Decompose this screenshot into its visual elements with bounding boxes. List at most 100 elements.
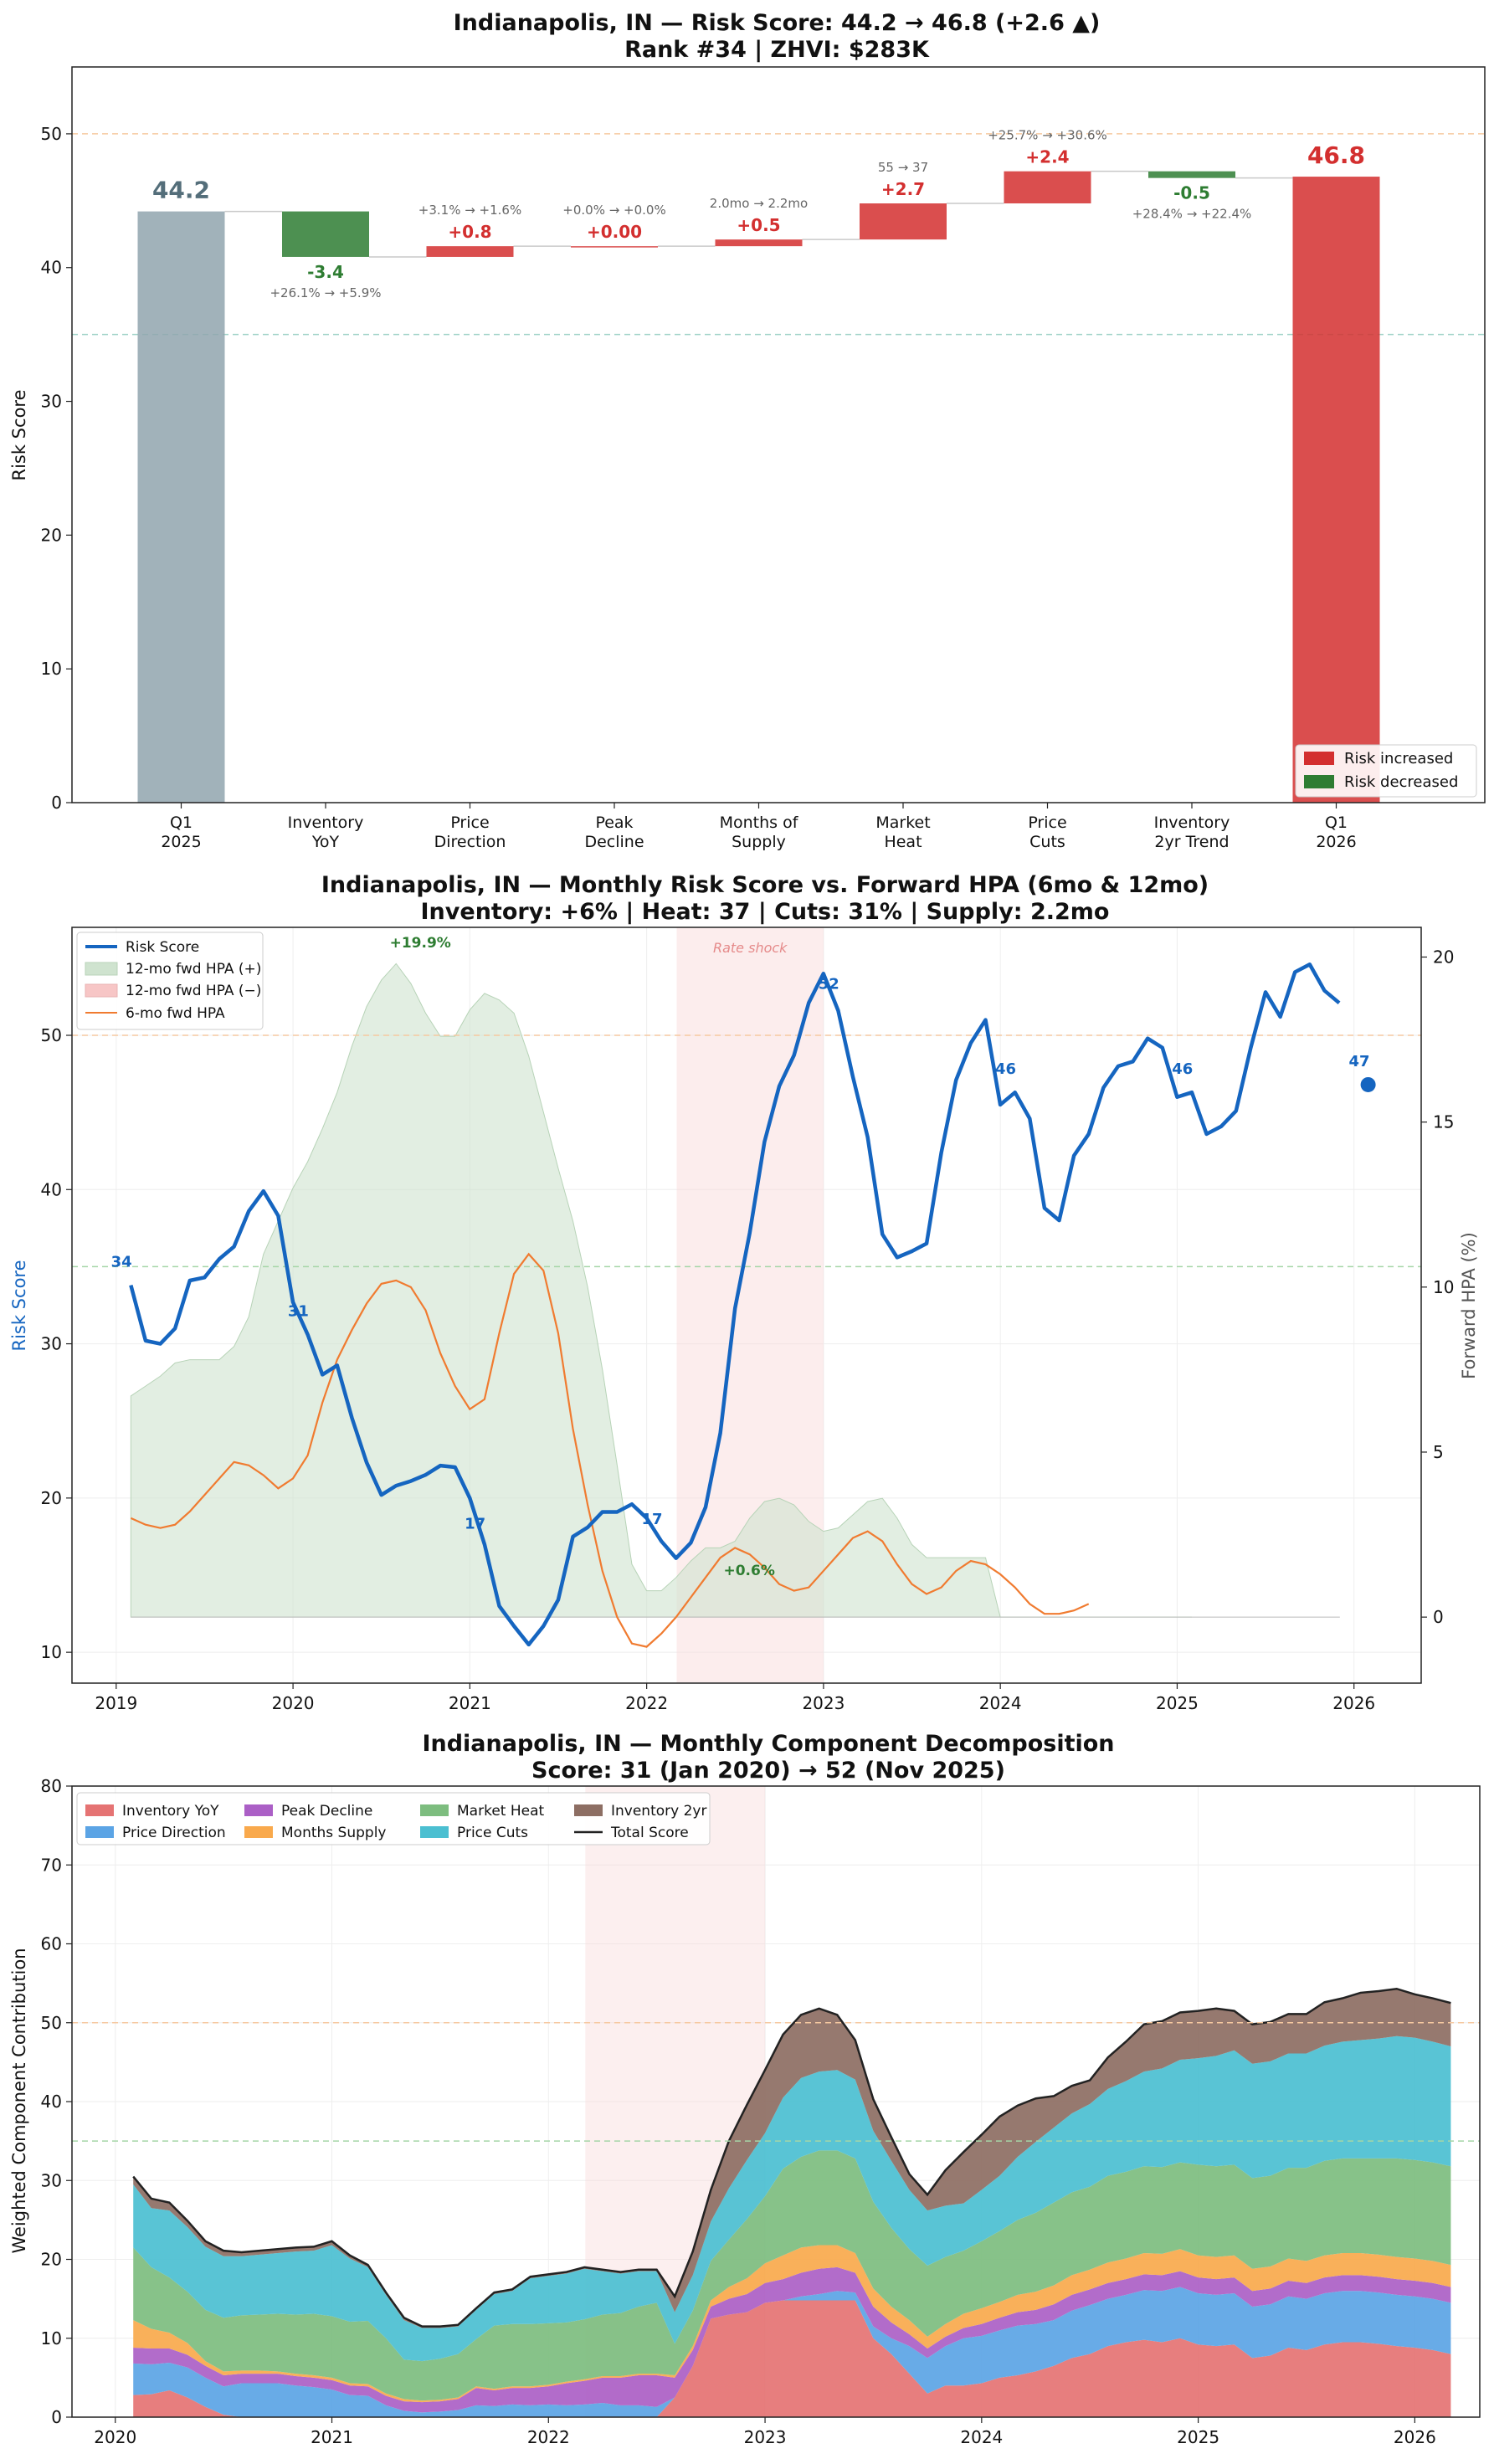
risk-hpa-legend-box <box>76 932 264 1030</box>
x-tick-label: 2021 <box>449 1693 491 1713</box>
x-tick-label: Peak <box>595 814 633 832</box>
risk-point-label: 46 <box>1172 1060 1193 1078</box>
y2-tick-label: 10 <box>1433 1277 1454 1297</box>
area-price-cuts <box>133 2035 1451 2362</box>
risk-hpa-ylabel: Risk Score <box>9 1260 29 1351</box>
y-tick-label: 70 <box>41 1855 62 1875</box>
x-tick-label: Heat <box>884 833 922 851</box>
waterfall-axes-frame <box>71 66 1486 803</box>
x-tick-label: Decline <box>584 833 644 851</box>
waterfall-subtitle: Rank #34 | ZHVI: $283K <box>624 37 930 63</box>
waterfall-detail-label: +25.7% → +30.6% <box>988 128 1107 143</box>
waterfall-delta-label: -3.4 <box>307 262 344 282</box>
x-tick-label: Market <box>875 814 930 832</box>
legend-swatch-hpa12-pos <box>85 962 118 976</box>
waterfall-delta-label: -0.5 <box>1173 183 1210 203</box>
x-tick-label: 2026 <box>1332 1693 1375 1713</box>
legend-swatch <box>244 1804 273 1816</box>
area-inventory-yoy <box>133 2300 1451 2417</box>
area-inventory-2yr <box>133 1989 1451 2328</box>
area-price-direction <box>133 2287 1451 2417</box>
decomposition-panel: Indianapolis, IN — Monthly Component Dec… <box>9 1731 1481 2447</box>
legend-swatch <box>420 1804 449 1816</box>
y2-tick-label: 5 <box>1433 1442 1444 1462</box>
waterfall-bar <box>1148 171 1235 178</box>
x-tick-label: Price <box>450 814 489 832</box>
hpa-annotation: +0.6% <box>723 1563 774 1579</box>
y-tick-label: 30 <box>41 2170 62 2190</box>
waterfall-title: Indianapolis, IN — Risk Score: 44.2 → 46… <box>454 10 1101 36</box>
x-tick-label: 2024 <box>979 1693 1022 1713</box>
x-tick-label: 2025 <box>1156 1693 1199 1713</box>
x-tick-label: Supply <box>732 833 786 851</box>
y-tick-label: 10 <box>41 1642 62 1662</box>
x-tick-label: Price <box>1028 814 1066 832</box>
risk-hpa-title: Indianapolis, IN — Monthly Risk Score vs… <box>321 872 1209 898</box>
y-tick-label: 60 <box>41 1934 62 1954</box>
hpa-annotation: +19.9% <box>390 935 451 952</box>
y-tick-label: 20 <box>41 2250 62 2270</box>
waterfall-delta-label: +0.8 <box>448 222 491 242</box>
risk-hpa-panel: Indianapolis, IN — Monthly Risk Score vs… <box>9 872 1479 1713</box>
legend-swatch-hpa12-neg <box>85 983 118 998</box>
waterfall-bar <box>137 211 225 803</box>
y-tick-label: 20 <box>41 1488 62 1508</box>
waterfall-delta-label: +2.4 <box>1025 147 1069 167</box>
x-tick-label: 2025 <box>1177 2427 1219 2447</box>
legend-swatch <box>85 1826 114 1838</box>
legend-label-hpa6: 6-mo fwd HPA <box>126 1005 225 1022</box>
legend-label: Total Score <box>610 1825 689 1841</box>
x-tick-label: Inventory <box>288 814 364 832</box>
x-tick-label: 2026 <box>1316 833 1356 851</box>
y-tick-label: 50 <box>41 124 62 144</box>
decomposition-plot-area: 2020 2021 2022 2023 2024 2025 2026 0 10 20 30 40 50 6… <box>41 1776 1480 2447</box>
x-tick-label: 2021 <box>311 2427 353 2447</box>
waterfall-detail-label: +3.1% → +1.6% <box>418 203 521 218</box>
x-tick-label: 2023 <box>802 1693 845 1713</box>
risk-point-label: 47 <box>1349 1053 1370 1070</box>
x-tick-label: Q1 <box>1325 814 1348 832</box>
y2-tick-label: 0 <box>1433 1607 1444 1627</box>
waterfall-delta-label: +0.5 <box>737 215 780 235</box>
x-tick-label: Q1 <box>170 814 193 832</box>
waterfall-detail-label: +0.0% → +0.0% <box>562 203 665 218</box>
y-tick-label: 10 <box>41 2328 62 2348</box>
risk-point-label: 17 <box>641 1511 662 1528</box>
risk-point-label: 52 <box>819 976 839 993</box>
y-tick-label: 40 <box>41 2092 62 2112</box>
waterfall-legend-box <box>1295 744 1477 798</box>
decomposition-axes-frame <box>71 1785 1481 2418</box>
y-tick-label: 80 <box>41 1776 62 1796</box>
rate-shock-label: Rate shock <box>713 940 788 956</box>
waterfall-detail-label: +26.1% → +5.9% <box>270 285 381 300</box>
x-tick-label: 2yr Trend <box>1154 833 1229 851</box>
y-tick-label: 50 <box>41 2013 62 2033</box>
risk-score-line <box>129 962 1341 1647</box>
legend-label-hpa12-neg: 12-mo fwd HPA (−) <box>126 983 261 999</box>
legend-label: Inventory YoY <box>122 1803 219 1820</box>
x-tick-label: 2026 <box>1394 2427 1436 2447</box>
waterfall-delta-label: +0.00 <box>587 222 642 242</box>
y-tick-label: 50 <box>41 1025 62 1045</box>
waterfall-detail-label: +28.4% → +22.4% <box>1132 207 1252 222</box>
waterfall-plot-area: 01020304050Q1202544.2InventoryYoY-3.4+26… <box>41 124 1485 851</box>
decomposition-title: Indianapolis, IN — Monthly Component Dec… <box>422 1731 1114 1757</box>
waterfall-bar <box>1292 177 1380 803</box>
legend-label: Peak Decline <box>281 1803 372 1820</box>
y-tick-label: 10 <box>41 659 62 679</box>
waterfall-bar <box>571 246 658 248</box>
x-tick-label: Direction <box>434 833 506 851</box>
waterfall-bar <box>860 203 947 240</box>
waterfall-ylabel: Risk Score <box>9 389 29 480</box>
x-tick-label: 2020 <box>272 1693 315 1713</box>
decomposition-legend: Inventory YoY Price Direction Peak Decline… <box>76 1792 711 1845</box>
decomposition-legend-box <box>76 1792 711 1845</box>
risk-hpa-axes-frame <box>71 927 1422 1684</box>
risk-point-label: 17 <box>465 1516 485 1533</box>
x-tick-label: 2022 <box>625 1693 668 1713</box>
legend-swatch <box>244 1826 273 1838</box>
legend-label-hpa12-pos: 12-mo fwd HPA (+) <box>126 961 261 978</box>
legend-swatch <box>574 1804 603 1816</box>
total-score-line <box>132 1987 1451 2328</box>
waterfall-panel: Indianapolis, IN — Risk Score: 44.2 → 46… <box>9 10 1486 851</box>
